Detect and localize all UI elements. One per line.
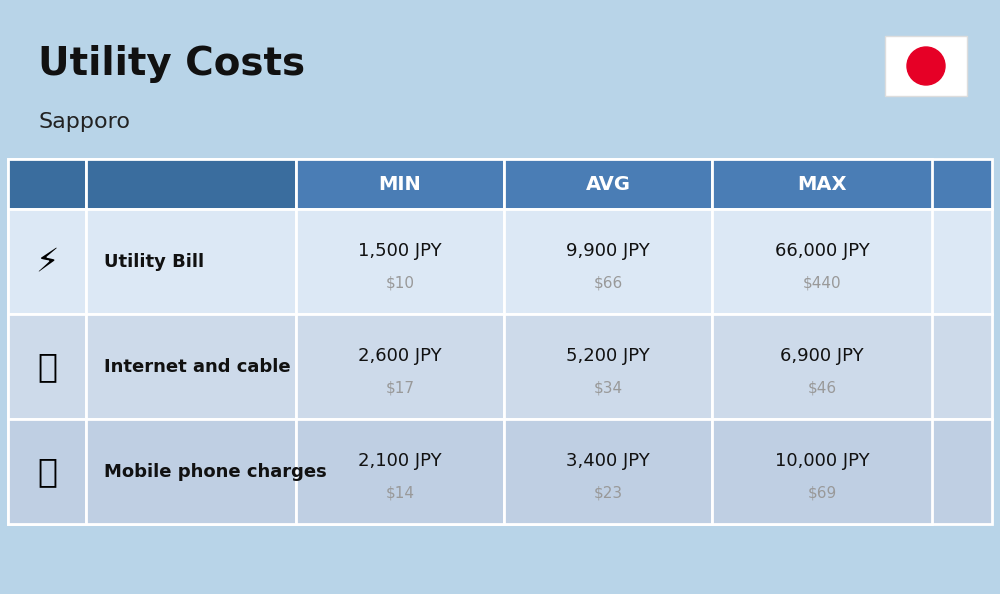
Text: $66: $66	[593, 275, 623, 290]
Text: $23: $23	[593, 485, 623, 500]
Text: $46: $46	[807, 380, 837, 395]
FancyBboxPatch shape	[504, 314, 712, 419]
Circle shape	[907, 47, 945, 85]
FancyBboxPatch shape	[86, 314, 296, 419]
FancyBboxPatch shape	[885, 36, 967, 96]
Text: MIN: MIN	[379, 175, 421, 194]
Text: ⚡: ⚡	[35, 245, 59, 278]
Text: Utility Costs: Utility Costs	[38, 45, 305, 83]
Text: Mobile phone charges: Mobile phone charges	[104, 463, 327, 481]
Text: 📱: 📱	[37, 455, 57, 488]
FancyBboxPatch shape	[86, 419, 296, 524]
Text: 66,000 JPY: 66,000 JPY	[775, 242, 869, 260]
FancyBboxPatch shape	[8, 419, 86, 524]
FancyBboxPatch shape	[296, 209, 504, 314]
FancyBboxPatch shape	[296, 419, 504, 524]
Text: 6,900 JPY: 6,900 JPY	[780, 347, 864, 365]
FancyBboxPatch shape	[8, 419, 992, 524]
Text: 2,600 JPY: 2,600 JPY	[358, 347, 442, 365]
FancyBboxPatch shape	[504, 419, 712, 524]
Text: Internet and cable: Internet and cable	[104, 358, 291, 375]
Text: 5,200 JPY: 5,200 JPY	[566, 347, 650, 365]
Text: $440: $440	[803, 275, 841, 290]
Text: Sapporo: Sapporo	[38, 112, 130, 132]
FancyBboxPatch shape	[296, 159, 504, 209]
Text: 1,500 JPY: 1,500 JPY	[358, 242, 442, 260]
Text: 10,000 JPY: 10,000 JPY	[775, 452, 869, 470]
FancyBboxPatch shape	[504, 209, 712, 314]
Text: $69: $69	[807, 485, 837, 500]
Text: $34: $34	[593, 380, 623, 395]
FancyBboxPatch shape	[86, 209, 296, 314]
FancyBboxPatch shape	[712, 159, 932, 209]
FancyBboxPatch shape	[712, 209, 932, 314]
FancyBboxPatch shape	[8, 314, 86, 419]
Text: AVG: AVG	[586, 175, 631, 194]
Text: 3,400 JPY: 3,400 JPY	[566, 452, 650, 470]
FancyBboxPatch shape	[8, 209, 86, 314]
FancyBboxPatch shape	[712, 419, 932, 524]
Text: MAX: MAX	[797, 175, 847, 194]
FancyBboxPatch shape	[8, 314, 992, 419]
FancyBboxPatch shape	[86, 159, 296, 209]
FancyBboxPatch shape	[8, 209, 992, 314]
Text: 2,100 JPY: 2,100 JPY	[358, 452, 442, 470]
FancyBboxPatch shape	[296, 314, 504, 419]
Text: 📶: 📶	[37, 350, 57, 383]
Text: Utility Bill: Utility Bill	[104, 252, 204, 270]
Text: $14: $14	[386, 485, 415, 500]
FancyBboxPatch shape	[504, 159, 712, 209]
FancyBboxPatch shape	[8, 159, 992, 209]
Text: $10: $10	[386, 275, 415, 290]
FancyBboxPatch shape	[712, 314, 932, 419]
Text: $17: $17	[386, 380, 415, 395]
FancyBboxPatch shape	[8, 159, 86, 209]
Text: 9,900 JPY: 9,900 JPY	[566, 242, 650, 260]
